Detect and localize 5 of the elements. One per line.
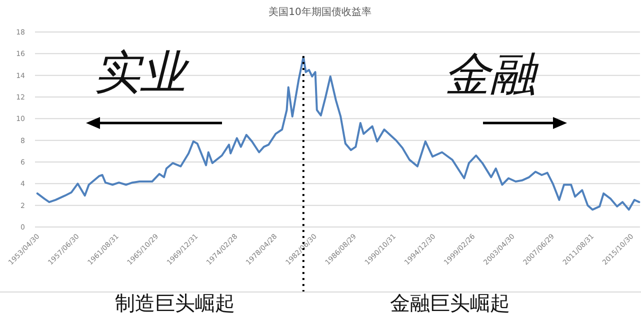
chart-title: 美国10年期国债收益率 [268,6,372,18]
text: 金融巨头崛起 [390,291,510,315]
text: 制造巨头崛起 [115,291,235,315]
annotation: 实业 [94,45,190,99]
annotation: 金融 [444,47,539,101]
